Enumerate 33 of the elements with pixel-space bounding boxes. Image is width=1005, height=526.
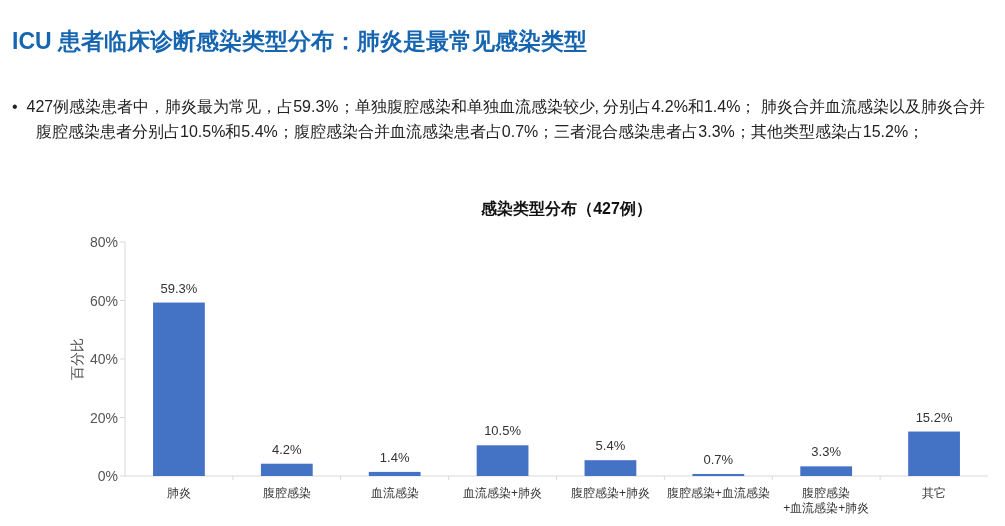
bar xyxy=(692,473,745,476)
y-tick-label: 0% xyxy=(97,468,118,484)
x-tick-label: 血流感染+肺炎 xyxy=(463,486,543,500)
data-label: 4.2% xyxy=(271,441,303,457)
bar xyxy=(368,471,421,476)
x-tick-label: 血流感染 xyxy=(370,486,419,500)
data-label: 5.4% xyxy=(595,438,626,454)
x-tick-label: 腹腔感染+肺炎 xyxy=(570,486,650,500)
x-tick-label: 其它 xyxy=(922,486,947,500)
x-tick-label: 腹腔感染+血流感染 xyxy=(666,486,770,500)
y-axis-title: 百分比 xyxy=(69,338,85,380)
y-tick-label: 60% xyxy=(89,292,118,309)
y-tick-label: 20% xyxy=(89,409,118,426)
text: • 427例感染患者中，肺炎最为常见，占59.3%；单独腹腔感染和单独血流感染较少, 分别占4.2%和1.4%； 肺炎合并血流感染以及肺炎合并腹腔感染患者分别占10.5%和5.4%；腹腔感染合并血流感染患者占0.7%；三者混合感染患者占3.3%；其他类型感染占15.2%； xyxy=(12,97,986,142)
bar xyxy=(260,463,313,476)
bar xyxy=(476,445,529,476)
x-tick-label: 腹腔感染 xyxy=(262,486,311,500)
text: ICU 患者临床诊断感染类型分布：肺炎是最常见感染类型 xyxy=(12,27,587,56)
bar xyxy=(908,431,960,476)
y-tick-label: 40% xyxy=(89,351,118,367)
data-label: 10.5% xyxy=(484,423,522,439)
bar xyxy=(800,466,853,476)
chart-title: 感染类型分布（427例） xyxy=(480,200,652,218)
x-tick-label: 肺炎 xyxy=(166,486,191,500)
data-label: 1.4% xyxy=(379,449,410,465)
bar xyxy=(153,302,205,476)
bar xyxy=(584,460,637,476)
data-label: 15.2% xyxy=(915,409,953,425)
y-tick-label: 80% xyxy=(89,234,118,250)
data-label: 0.7% xyxy=(703,451,734,467)
x-tick-label: 腹腔感染 +血流感染+肺炎 xyxy=(783,486,870,515)
data-label: 3.3% xyxy=(811,444,842,460)
data-label: 59.3% xyxy=(160,280,198,296)
